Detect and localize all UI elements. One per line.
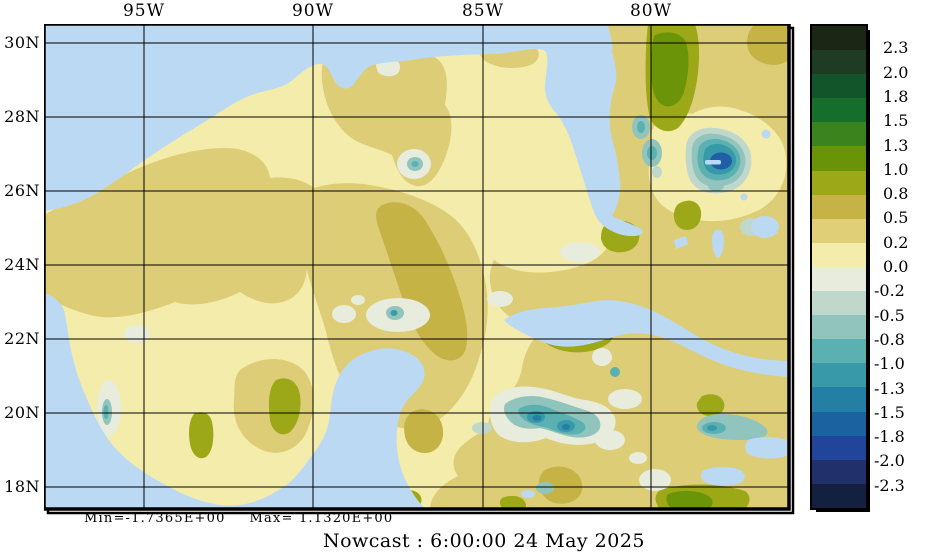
plot-title: Nowcast : 6:00:00 24 May 2025 [322, 530, 646, 552]
colorbar-tick-label: 0.8 [883, 184, 909, 204]
colorbar-segment [812, 459, 866, 484]
ssh-map [44, 24, 795, 515]
lat-tick-label: 18N [4, 477, 40, 496]
colorbar-segment [812, 266, 866, 292]
gridline-layer [44, 24, 789, 509]
west-khaki [44, 148, 325, 318]
lon-tick-label: 80W [629, 1, 673, 21]
cuba-land [504, 300, 789, 377]
lat-tick-label: 28N [4, 107, 40, 126]
field-max-label: Max= 1.1320E+00 [249, 511, 394, 526]
colorbar-tick-label: -0.8 [874, 329, 905, 349]
colorbar-segment [812, 339, 866, 364]
colorbar-segment [812, 170, 866, 195]
colorbar-segment [812, 74, 866, 99]
colorbar-tick-label: -0.2 [874, 281, 905, 301]
colorbar-segment [812, 122, 866, 147]
hispaniola-land [745, 437, 789, 459]
colorbar-segment [812, 218, 866, 243]
colorbar-tick-label: -0.5 [874, 305, 905, 325]
lat-tick-label: 26N [4, 181, 40, 200]
minmax-row: Min=-1.7365E+00 Max= 1.1320E+00 [84, 511, 417, 526]
colorbar-segment [812, 315, 866, 340]
colorbar-segment [812, 98, 866, 123]
sea-data-layer [44, 24, 789, 509]
colorbar-tick-label: -1.3 [874, 378, 905, 398]
land-mask-layer [44, 24, 789, 509]
lon-tick-label: 90W [291, 1, 335, 21]
colorbar-tick-label: 1.5 [883, 111, 909, 131]
north-gulf-and-florida-land [44, 24, 643, 237]
colorbar-segment [812, 242, 866, 267]
bahama-bank [751, 216, 779, 238]
lat-tick-label: 20N [4, 403, 40, 422]
field-min-label: Min=-1.7365E+00 [84, 511, 226, 526]
plot-frame [44, 24, 791, 511]
colorbar-segment [812, 146, 866, 171]
lat-tick-label: 30N [4, 33, 40, 52]
colorbar [810, 24, 868, 510]
mexico-yucatan-land [44, 293, 426, 509]
florida-coast-eddies [632, 115, 662, 178]
lat-tick-label: 24N [4, 255, 40, 274]
ne-cold-eddy [685, 127, 752, 194]
colorbar-segment [812, 194, 866, 219]
colorbar-tick-label: 2.0 [883, 62, 909, 82]
lon-tick-label: 85W [461, 1, 505, 21]
lat-tick-label: 22N [4, 329, 40, 348]
colorbar-tick-label: -1.8 [874, 427, 905, 447]
loop-current-core [376, 202, 468, 361]
colorbar-tick-label: 1.8 [883, 86, 909, 106]
colorbar-tick-label: 0.5 [883, 208, 909, 228]
colorbar-segment [812, 483, 866, 508]
jamaica-land [701, 467, 745, 486]
colorbar-segments [812, 26, 866, 508]
colorbar-segment [812, 435, 866, 460]
colorbar-tick-label: -2.3 [874, 475, 905, 495]
colorbar-segment [812, 26, 866, 51]
colorbar-segment [812, 363, 866, 388]
colorbar-tick-label: -1.5 [874, 402, 905, 422]
colorbar-tick-label: 1.0 [883, 159, 909, 179]
colorbar-tick-label: -1.0 [874, 354, 905, 374]
colorbar-segment [812, 50, 866, 75]
colorbar-tick-label: 2.3 [883, 38, 909, 58]
colorbar-segment [812, 291, 866, 316]
cuba-south-eddies [472, 386, 616, 445]
colorbar-segment [812, 411, 866, 436]
colorbar-tick-label: 0.0 [883, 257, 909, 276]
colorbar-tick-label: 0.2 [883, 232, 909, 252]
colorbar-tick-label: -2.0 [874, 451, 905, 471]
lon-tick-label: 95W [122, 1, 166, 21]
colorbar-segment [812, 387, 866, 412]
colorbar-tick-label: 1.3 [883, 135, 909, 155]
